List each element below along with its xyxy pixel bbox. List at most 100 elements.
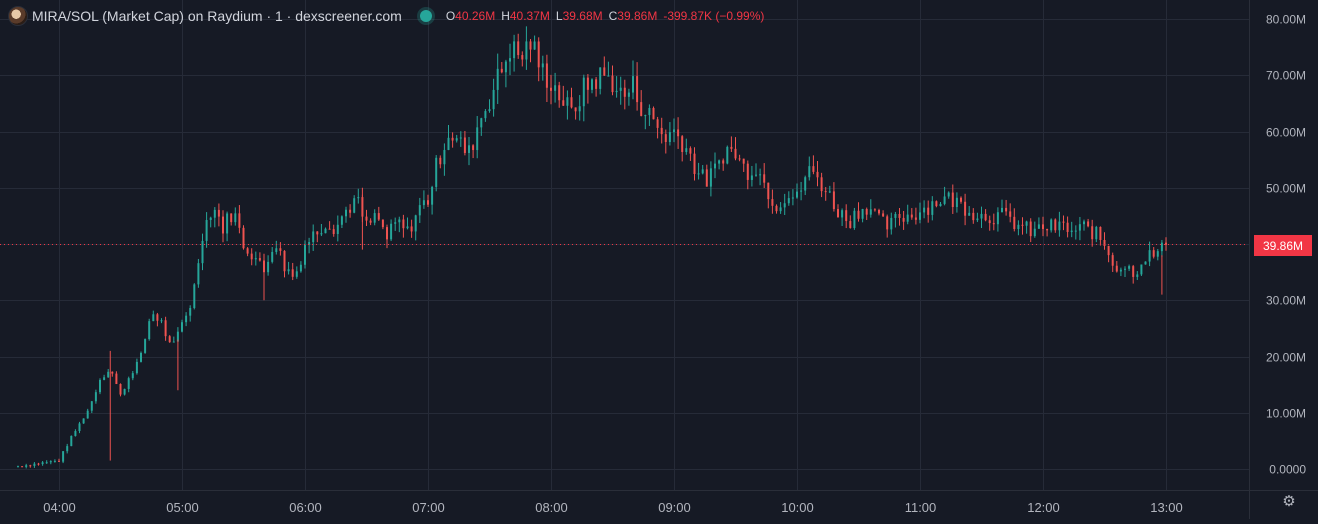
candle bbox=[115, 371, 118, 385]
candle-body bbox=[135, 361, 138, 374]
candle bbox=[689, 146, 692, 161]
candle bbox=[611, 65, 614, 96]
candle bbox=[550, 74, 552, 105]
candle bbox=[1124, 266, 1126, 278]
candle-body bbox=[476, 127, 479, 151]
candle bbox=[787, 191, 790, 206]
candle-body bbox=[632, 76, 634, 93]
candle bbox=[17, 465, 19, 468]
candle-body bbox=[1005, 207, 1008, 212]
candle-body bbox=[1144, 261, 1147, 265]
candle-body bbox=[119, 384, 122, 395]
candle bbox=[1013, 208, 1016, 232]
candle-body bbox=[1001, 207, 1003, 213]
ohlc-readout: O 40.26M H 40.37M L 39.68M C 39.86M -399… bbox=[446, 9, 765, 23]
candle bbox=[357, 188, 360, 204]
candle bbox=[705, 164, 708, 187]
x-tick-label: 11:00 bbox=[905, 500, 937, 515]
candle-body bbox=[947, 192, 950, 197]
candle bbox=[832, 182, 835, 212]
candle-body bbox=[783, 203, 786, 208]
candle-body bbox=[873, 209, 876, 211]
candle bbox=[935, 200, 938, 208]
candle-body bbox=[1140, 264, 1143, 275]
candle bbox=[488, 99, 491, 113]
chart-legend: MIRA/SOL (Market Cap) on Raydium · 1 · d… bbox=[8, 6, 764, 26]
candle bbox=[287, 261, 290, 275]
y-tick-label: 10.00M bbox=[1266, 407, 1306, 421]
candle-body bbox=[1021, 224, 1024, 226]
candle bbox=[869, 199, 872, 218]
candle-body bbox=[800, 190, 803, 192]
candle bbox=[853, 207, 856, 230]
candle bbox=[480, 117, 483, 136]
candle-body bbox=[541, 63, 544, 68]
candle bbox=[1136, 271, 1139, 280]
candle bbox=[193, 283, 196, 310]
candle bbox=[1074, 225, 1077, 240]
candle bbox=[960, 196, 962, 204]
candle bbox=[927, 200, 930, 223]
candle bbox=[558, 81, 561, 108]
candle-body bbox=[841, 210, 844, 218]
candle-body bbox=[869, 209, 872, 215]
candle-body bbox=[898, 213, 901, 218]
candle-body bbox=[78, 423, 81, 432]
candle bbox=[295, 266, 298, 279]
candle-body bbox=[1058, 221, 1061, 231]
candle-body bbox=[504, 61, 507, 73]
candle bbox=[812, 155, 815, 175]
candle-body bbox=[164, 320, 167, 337]
candle-body bbox=[254, 258, 257, 260]
candle bbox=[131, 371, 134, 381]
candle bbox=[53, 459, 56, 463]
candle-body bbox=[816, 171, 819, 178]
candle bbox=[74, 429, 77, 437]
settings-icon[interactable]: ⚙ bbox=[1282, 493, 1296, 510]
candle-body bbox=[1083, 221, 1085, 225]
candle bbox=[992, 213, 995, 231]
candle bbox=[714, 152, 716, 179]
candle-body bbox=[250, 253, 253, 260]
candle-body bbox=[353, 198, 356, 213]
candle-body bbox=[591, 79, 593, 90]
candle bbox=[668, 122, 671, 146]
candle-body bbox=[156, 314, 159, 321]
candle-body bbox=[299, 264, 302, 272]
candle-body bbox=[939, 203, 942, 207]
candle bbox=[820, 172, 823, 198]
candle-body bbox=[992, 223, 995, 225]
live-status-icon bbox=[419, 10, 432, 22]
candle bbox=[537, 37, 540, 82]
candle bbox=[500, 62, 503, 74]
candle-body bbox=[1033, 228, 1036, 237]
candle-body bbox=[931, 201, 934, 215]
candle-body bbox=[927, 207, 930, 215]
candle-body bbox=[439, 157, 442, 165]
candle bbox=[652, 106, 655, 120]
candle bbox=[586, 74, 589, 104]
candle bbox=[1083, 219, 1085, 231]
candle-body bbox=[283, 250, 286, 272]
candle bbox=[156, 312, 159, 327]
candle-body bbox=[90, 401, 93, 411]
candle bbox=[607, 61, 610, 77]
candle bbox=[66, 443, 69, 454]
candle bbox=[484, 109, 487, 122]
candle bbox=[775, 204, 778, 214]
candle bbox=[1025, 220, 1028, 234]
candle-body bbox=[1099, 226, 1102, 240]
candle-body bbox=[152, 314, 155, 322]
candle-body bbox=[746, 163, 749, 180]
candle-body bbox=[29, 465, 32, 467]
candle bbox=[685, 138, 688, 155]
candle-body bbox=[127, 378, 130, 389]
candle-body bbox=[886, 216, 889, 230]
candle bbox=[828, 185, 831, 194]
candle bbox=[619, 76, 622, 105]
high-value: 40.37M bbox=[509, 9, 550, 23]
candle-body bbox=[865, 209, 868, 215]
candle-body bbox=[808, 166, 811, 178]
